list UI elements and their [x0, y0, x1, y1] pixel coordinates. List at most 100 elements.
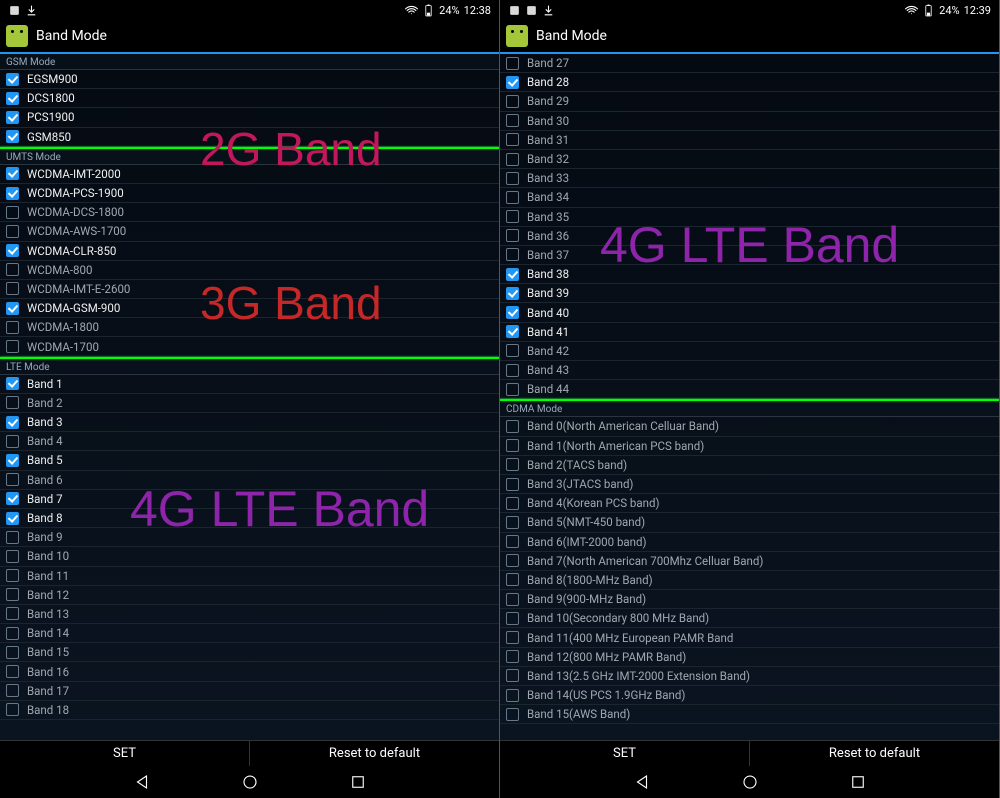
checkbox[interactable] [506, 133, 519, 146]
checkbox[interactable] [6, 73, 19, 86]
band-row[interactable]: Band 15 [0, 643, 499, 662]
band-row[interactable]: Band 8 [0, 509, 499, 528]
band-row[interactable]: Band 27 [500, 54, 999, 73]
checkbox[interactable] [6, 627, 19, 640]
checkbox[interactable] [506, 76, 519, 89]
band-row[interactable]: Band 10(Secondary 800 MHz Band) [500, 609, 999, 628]
checkbox[interactable] [506, 554, 519, 567]
checkbox[interactable] [506, 535, 519, 548]
checkbox[interactable] [6, 492, 19, 505]
checkbox[interactable] [6, 531, 19, 544]
band-row[interactable]: Band 32 [500, 150, 999, 169]
band-list-scroll[interactable]: GSM Mode EGSM900 DCS1800 PCS1900 GSM850U… [0, 54, 499, 740]
checkbox[interactable] [506, 439, 519, 452]
band-row[interactable]: Band 1(North American PCS band) [500, 437, 999, 456]
band-row[interactable]: WCDMA-AWS-1700 [0, 222, 499, 241]
reset-button[interactable]: Reset to default [750, 741, 999, 766]
checkbox[interactable] [6, 206, 19, 219]
checkbox[interactable] [506, 650, 519, 663]
band-row[interactable]: Band 11 [0, 567, 499, 586]
checkbox[interactable] [6, 187, 19, 200]
recent-icon[interactable] [849, 773, 867, 791]
band-row[interactable]: Band 2 [0, 394, 499, 413]
checkbox[interactable] [506, 631, 519, 644]
band-row[interactable]: Band 28 [500, 73, 999, 92]
band-row[interactable]: WCDMA-PCS-1900 [0, 184, 499, 203]
checkbox[interactable] [6, 512, 19, 525]
band-list-scroll[interactable]: Band 27 Band 28 Band 29 Band 30 Band 31 … [500, 54, 999, 740]
set-button[interactable]: SET [500, 741, 750, 766]
band-row[interactable]: Band 38 [500, 265, 999, 284]
checkbox[interactable] [6, 665, 19, 678]
set-button[interactable]: SET [0, 741, 250, 766]
band-row[interactable]: Band 4 [0, 432, 499, 451]
checkbox[interactable] [6, 130, 19, 143]
checkbox[interactable] [506, 497, 519, 510]
checkbox[interactable] [6, 435, 19, 448]
checkbox[interactable] [506, 669, 519, 682]
checkbox[interactable] [506, 287, 519, 300]
band-row[interactable]: Band 4(Korean PCS band) [500, 494, 999, 513]
checkbox[interactable] [506, 153, 519, 166]
checkbox[interactable] [6, 454, 19, 467]
band-row[interactable]: WCDMA-DCS-1800 [0, 203, 499, 222]
band-row[interactable]: Band 13(2.5 GHz IMT-2000 Extension Band) [500, 667, 999, 686]
checkbox[interactable] [506, 191, 519, 204]
band-row[interactable]: Band 8(1800-MHz Band) [500, 571, 999, 590]
band-row[interactable]: Band 12(800 MHz PAMR Band) [500, 648, 999, 667]
band-row[interactable]: Band 41 [500, 323, 999, 342]
band-row[interactable]: EGSM900 [0, 70, 499, 89]
checkbox[interactable] [6, 416, 19, 429]
checkbox[interactable] [6, 473, 19, 486]
band-row[interactable]: Band 6(IMT-2000 band) [500, 533, 999, 552]
back-icon[interactable] [633, 773, 651, 791]
reset-button[interactable]: Reset to default [250, 741, 499, 766]
band-row[interactable]: DCS1800 [0, 89, 499, 108]
band-row[interactable]: Band 16 [0, 662, 499, 681]
band-row[interactable]: Band 2(TACS band) [500, 456, 999, 475]
band-row[interactable]: Band 43 [500, 361, 999, 380]
home-icon[interactable] [241, 773, 259, 791]
checkbox[interactable] [506, 478, 519, 491]
checkbox[interactable] [506, 612, 519, 625]
checkbox[interactable] [6, 244, 19, 257]
checkbox[interactable] [6, 282, 19, 295]
band-row[interactable]: Band 7(North American 700Mhz Celluar Ban… [500, 552, 999, 571]
checkbox[interactable] [506, 689, 519, 702]
back-icon[interactable] [133, 773, 151, 791]
checkbox[interactable] [506, 516, 519, 529]
band-row[interactable]: Band 40 [500, 303, 999, 322]
checkbox[interactable] [6, 588, 19, 601]
band-row[interactable]: Band 5(NMT-450 band) [500, 513, 999, 532]
recent-icon[interactable] [349, 773, 367, 791]
band-row[interactable]: Band 3(JTACS band) [500, 475, 999, 494]
band-row[interactable]: WCDMA-IMT-E-2600 [0, 280, 499, 299]
checkbox[interactable] [506, 306, 519, 319]
checkbox[interactable] [6, 550, 19, 563]
band-row[interactable]: WCDMA-800 [0, 261, 499, 280]
checkbox[interactable] [506, 325, 519, 338]
band-row[interactable]: WCDMA-1700 [0, 337, 499, 356]
checkbox[interactable] [506, 708, 519, 721]
band-row[interactable]: Band 9(900-MHz Band) [500, 590, 999, 609]
checkbox[interactable] [506, 383, 519, 396]
checkbox[interactable] [506, 210, 519, 223]
band-row[interactable]: Band 10 [0, 547, 499, 566]
checkbox[interactable] [506, 593, 519, 606]
band-row[interactable]: GSM850 [0, 128, 499, 147]
band-row[interactable]: Band 30 [500, 112, 999, 131]
band-row[interactable]: Band 44 [500, 380, 999, 399]
band-row[interactable]: Band 5 [0, 451, 499, 470]
band-row[interactable]: WCDMA-1800 [0, 318, 499, 337]
checkbox[interactable] [6, 321, 19, 334]
band-row[interactable]: Band 17 [0, 682, 499, 701]
band-row[interactable]: Band 37 [500, 246, 999, 265]
band-row[interactable]: Band 18 [0, 701, 499, 720]
band-row[interactable]: Band 29 [500, 92, 999, 111]
checkbox[interactable] [6, 703, 19, 716]
band-row[interactable]: Band 34 [500, 188, 999, 207]
band-row[interactable]: WCDMA-CLR-850 [0, 242, 499, 261]
checkbox[interactable] [6, 396, 19, 409]
band-row[interactable]: Band 12 [0, 586, 499, 605]
checkbox[interactable] [506, 114, 519, 127]
